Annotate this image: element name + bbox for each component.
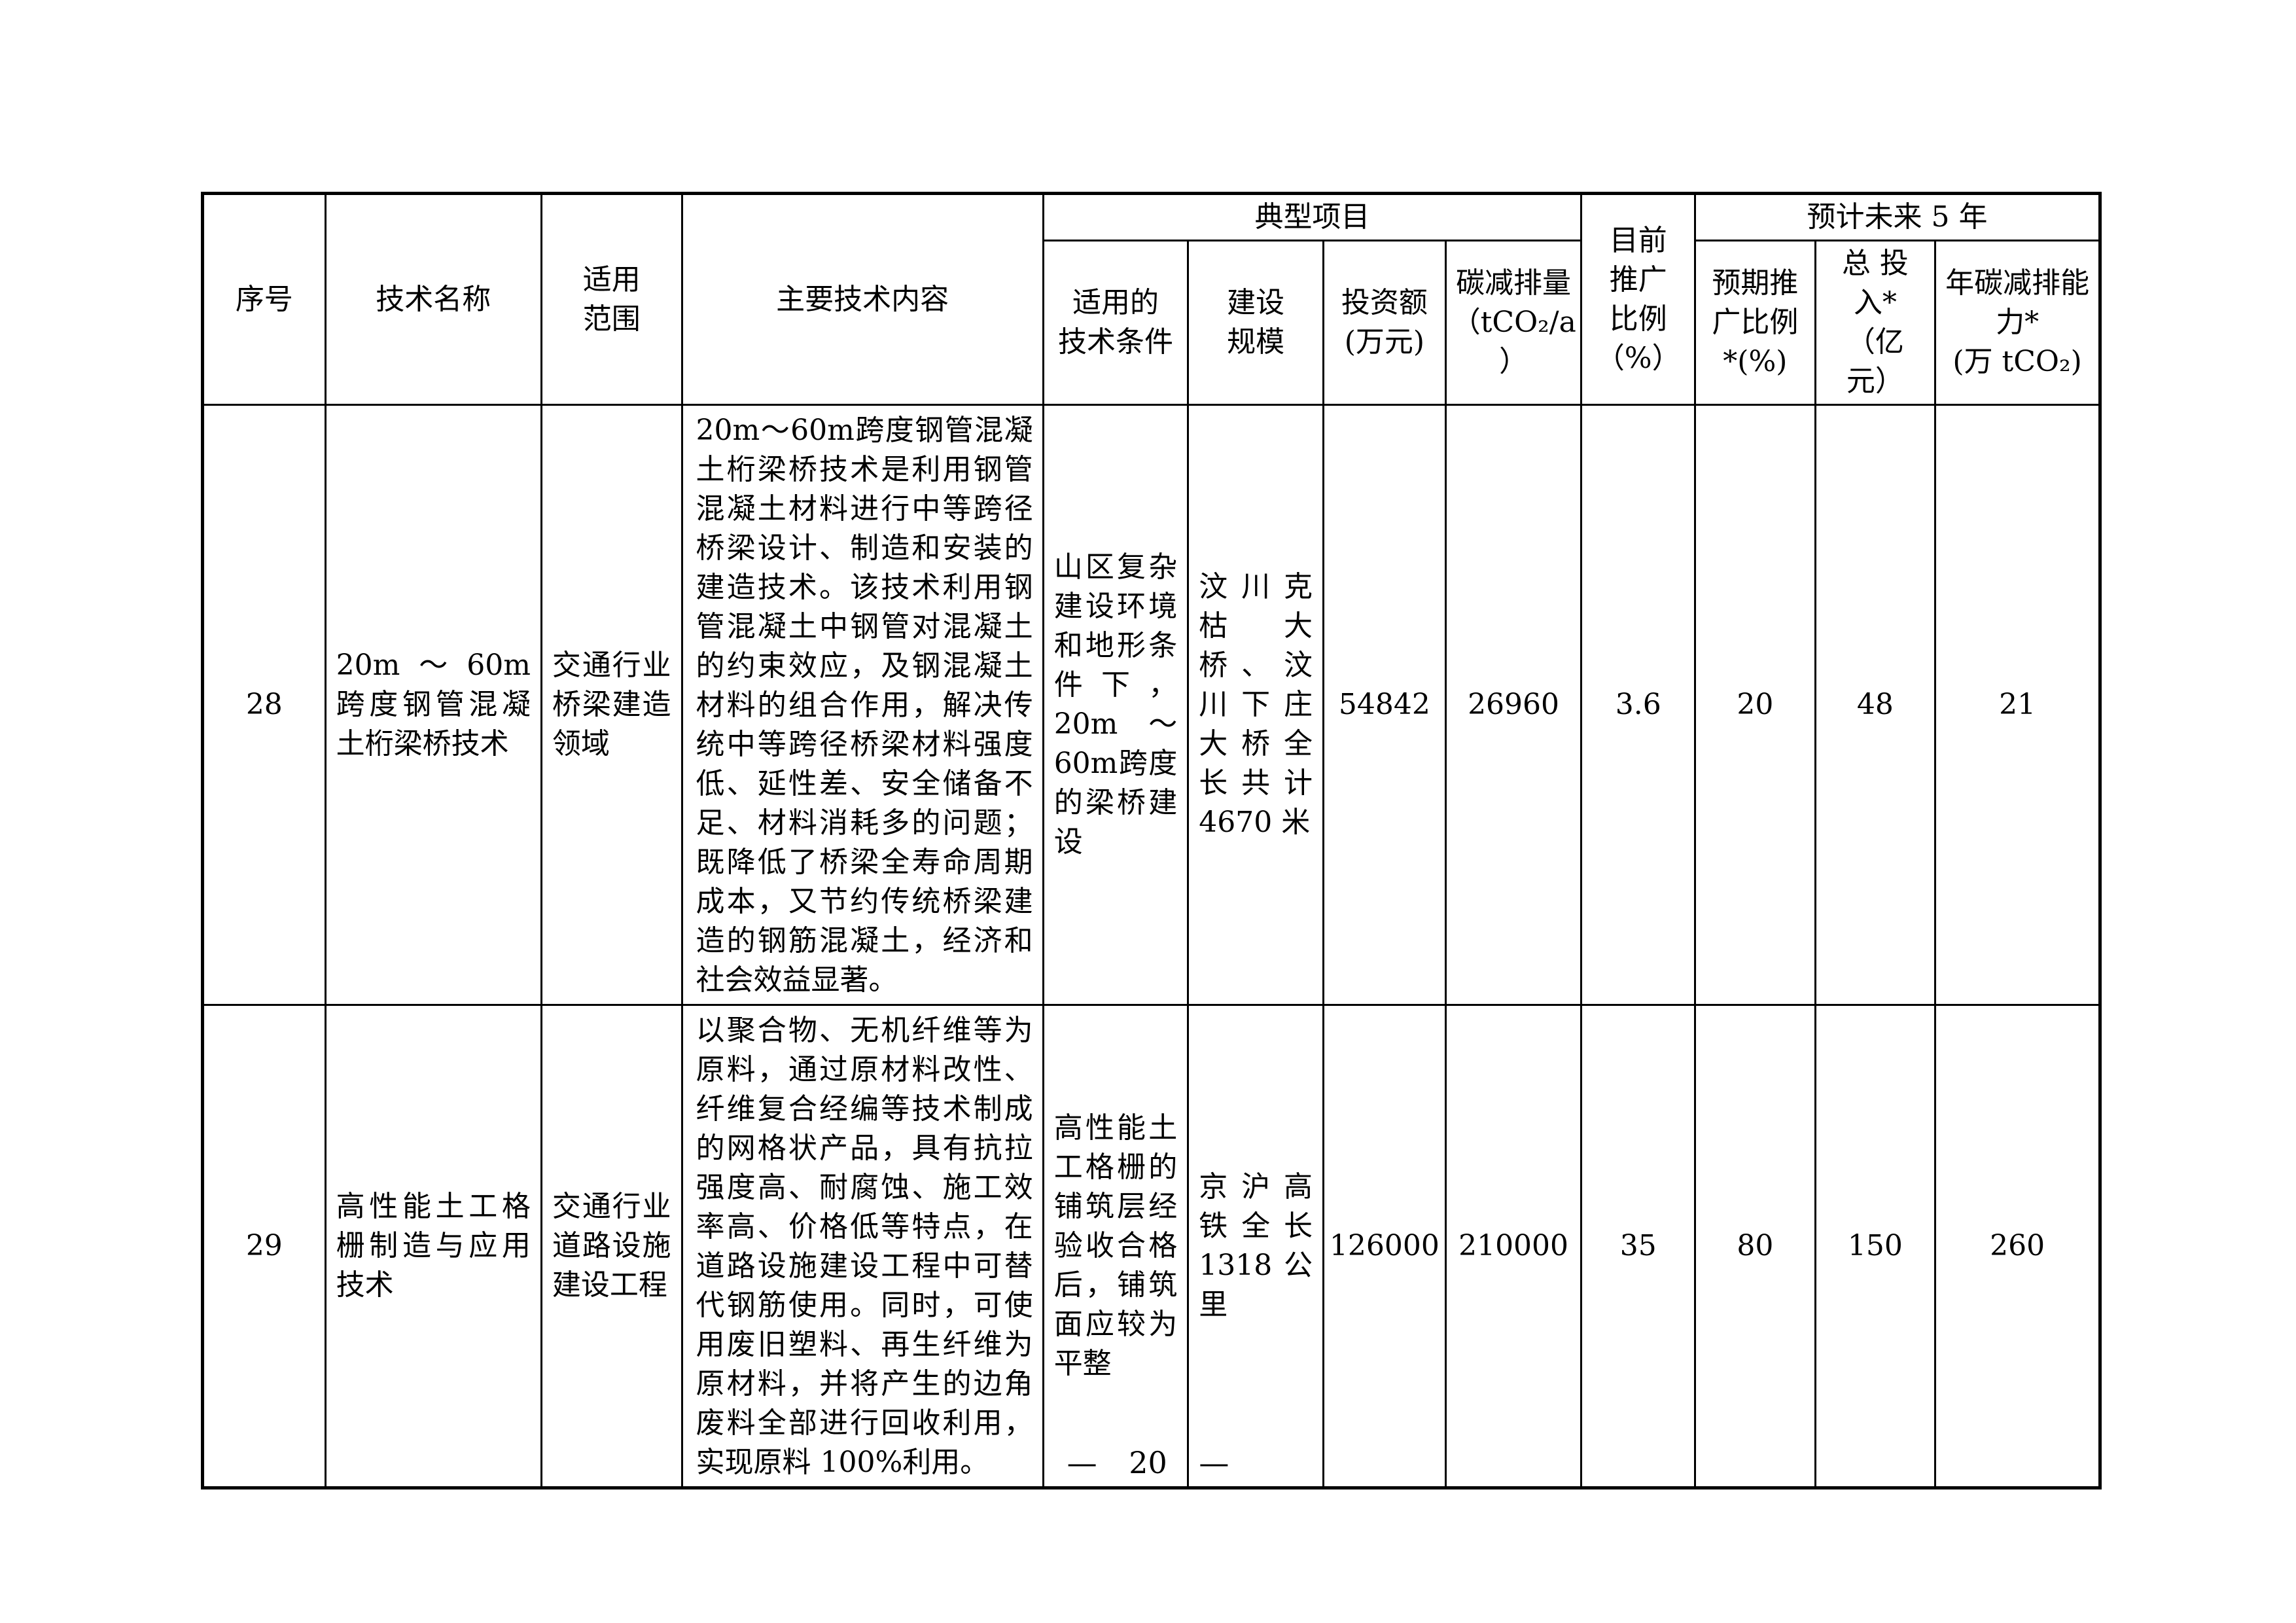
cell-expected-promotion: 20 bbox=[1694, 404, 1816, 1006]
cell-carbon-reduction: 210000 bbox=[1444, 1004, 1583, 1489]
cell-serial: 29 bbox=[202, 1004, 327, 1489]
header-total-investment: 总 投 入* （亿 元） bbox=[1814, 240, 1937, 406]
cell-construction-scale: 京沪高铁全长 1318 公里 bbox=[1187, 1004, 1324, 1489]
header-applicable-conditions: 适用的 技术条件 bbox=[1042, 240, 1190, 406]
cell-scope: 交通行业桥梁建造领域 bbox=[540, 404, 683, 1006]
page-number: — 20 — bbox=[1067, 1445, 1229, 1480]
header-tech-name: 技术名称 bbox=[324, 192, 542, 406]
header-row-subcolumns: 适用的 技术条件 建设 规模 投资额 (万元) 碳减排量 （tCO₂/a ） 预… bbox=[203, 240, 2101, 406]
cell-main-content: 以聚合物、无机纤维等为原料，通过原材料改性、纤维复合经编等技术制成的网格状产品，… bbox=[680, 1004, 1044, 1489]
cell-investment: 126000 bbox=[1322, 1004, 1447, 1489]
cell-current-promotion: 3.6 bbox=[1580, 404, 1697, 1006]
header-annual-capacity: 年碳减排能 力* (万 tCO₂) bbox=[1934, 240, 2101, 406]
cell-applicable-conditions: 高性能土工格栅的铺筑层经验收合格后，铺筑面应较为平整 bbox=[1042, 1004, 1190, 1489]
cell-serial: 28 bbox=[202, 404, 327, 1006]
header-expected-promotion: 预期推 广比例 *(%) bbox=[1694, 240, 1816, 406]
cell-tech-name: 高性能土工格栅制造与应用技术 bbox=[324, 1004, 542, 1489]
cell-annual-capacity: 21 bbox=[1934, 404, 2101, 1006]
header-carbon-reduction: 碳减排量 （tCO₂/a ） bbox=[1444, 240, 1583, 406]
header-row-groups: 序号 技术名称 适用 范围 主要技术内容 典型项目 目前 推广 比例 （%） 预… bbox=[202, 192, 2101, 406]
cell-tech-name: 20m～60m 跨度钢管混凝土桁梁桥技术 bbox=[324, 404, 542, 1006]
cell-construction-scale: 汶川克枯大桥、汶川下庄大桥全长共计 4670 米 bbox=[1187, 404, 1324, 1006]
cell-main-content: 20m～60m跨度钢管混凝土桁梁桥技术是利用钢管混凝土材料进行中等跨径桥梁设计、… bbox=[680, 404, 1044, 1006]
header-group-future-5-years: 预计未来 5 年 bbox=[1694, 192, 2101, 241]
table-row-28: 28 20m～60m 跨度钢管混凝土桁梁桥技术 交通行业桥梁建造领域 20m～6… bbox=[202, 404, 2101, 1006]
header-investment: 投资额 (万元) bbox=[1322, 240, 1447, 406]
cell-expected-promotion: 80 bbox=[1694, 1004, 1816, 1489]
header-scope: 适用 范围 bbox=[540, 192, 683, 406]
cell-total-investment: 150 bbox=[1814, 1004, 1937, 1489]
header-main-content: 主要技术内容 bbox=[680, 192, 1044, 406]
header-construction-scale: 建设 规模 bbox=[1187, 240, 1324, 406]
header-current-promotion: 目前 推广 比例 （%） bbox=[1580, 192, 1697, 406]
cell-annual-capacity: 260 bbox=[1934, 1004, 2101, 1489]
cell-applicable-conditions: 山区复杂建设环境和地形条件下，20m～60m跨度的梁桥建设 bbox=[1042, 404, 1190, 1006]
cell-scope: 交通行业道路设施建设工程 bbox=[540, 1004, 683, 1489]
header-group-typical-project: 典型项目 bbox=[1042, 192, 1583, 241]
technology-table: 序号 技术名称 适用 范围 主要技术内容 典型项目 目前 推广 比例 （%） 预… bbox=[201, 192, 2102, 1489]
table-row-29: 29 高性能土工格栅制造与应用技术 交通行业道路设施建设工程 以聚合物、无机纤维… bbox=[202, 1004, 2101, 1489]
header-serial: 序号 bbox=[202, 192, 327, 406]
cell-total-investment: 48 bbox=[1814, 404, 1937, 1006]
cell-carbon-reduction: 26960 bbox=[1444, 404, 1583, 1006]
cell-investment: 54842 bbox=[1322, 404, 1447, 1006]
cell-current-promotion: 35 bbox=[1580, 1004, 1697, 1489]
